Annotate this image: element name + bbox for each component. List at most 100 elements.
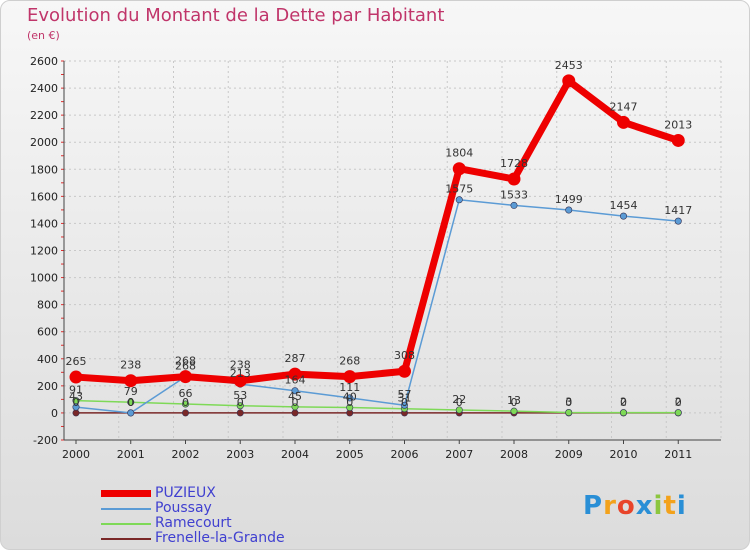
data-label: 91 [69, 384, 83, 397]
data-label: 0 [456, 396, 463, 409]
data-point [236, 402, 244, 410]
data-label: 0 [127, 396, 134, 409]
data-label: 268 [339, 355, 360, 368]
x-tick-label: 2007 [445, 448, 473, 461]
legend-swatch [101, 490, 151, 497]
x-tick-label: 2005 [336, 448, 364, 461]
y-tick-label: 2000 [30, 136, 58, 149]
chart-subtitle: (en €) [27, 29, 60, 42]
data-point [233, 374, 247, 388]
data-label: 0 [292, 396, 299, 409]
x-tick-label: 2009 [555, 448, 583, 461]
data-point [507, 172, 521, 186]
data-label: 308 [394, 349, 415, 362]
data-label: 13 [507, 394, 521, 407]
proxiti-logo: Proxiti [583, 491, 687, 521]
data-point [291, 409, 299, 417]
data-point [562, 74, 576, 88]
data-label: 0 [620, 396, 627, 409]
data-point [455, 406, 463, 414]
data-label: 111 [339, 381, 360, 394]
data-label: 0 [401, 396, 408, 409]
data-label: 268 [175, 355, 196, 368]
data-point [400, 401, 408, 409]
data-label: 238 [120, 359, 141, 372]
data-point [127, 398, 135, 406]
x-tick-label: 2002 [172, 448, 200, 461]
x-tick-label: 2003 [226, 448, 254, 461]
data-label: 0 [675, 396, 682, 409]
legend-label: Ramecourt [155, 515, 232, 531]
x-tick-label: 2011 [664, 448, 692, 461]
data-label: 40 [343, 391, 357, 404]
data-label: 0 [511, 396, 518, 409]
data-point [288, 367, 302, 381]
data-label: 79 [124, 385, 138, 398]
data-label: 0 [565, 396, 572, 409]
data-label: 0 [346, 396, 353, 409]
logo-letter: r [603, 491, 617, 521]
x-tick-label: 2010 [610, 448, 638, 461]
data-label: 45 [288, 390, 302, 403]
y-tick-label: 600 [37, 326, 58, 339]
data-point [182, 400, 190, 408]
data-point [565, 409, 573, 417]
y-tick-label: 1400 [30, 217, 58, 230]
data-label: 57 [398, 388, 412, 401]
legend-swatch [101, 508, 151, 510]
data-label: 1417 [664, 204, 692, 217]
logo-letter: t [663, 491, 677, 521]
data-point [124, 374, 138, 388]
data-point [127, 409, 135, 417]
data-label: 1575 [445, 183, 473, 196]
chart-title: Evolution du Montant de la Dette par Hab… [27, 5, 445, 26]
logo-letter: P [583, 491, 604, 521]
data-point [510, 407, 518, 415]
data-label: 0 [182, 396, 189, 409]
data-point [674, 217, 682, 225]
y-tick-label: 1800 [30, 163, 58, 176]
data-label: 2 [675, 396, 682, 409]
data-point [617, 115, 630, 129]
data-label: 1454 [610, 199, 638, 212]
series-line-puzieux [72, 77, 682, 385]
data-point [398, 364, 411, 378]
y-tick-label: 200 [37, 380, 58, 393]
y-tick-label: 2200 [30, 109, 58, 122]
legend-swatch [101, 523, 151, 525]
data-point [452, 162, 466, 176]
data-point [291, 403, 299, 411]
legend-label: PUZIEUX [155, 485, 216, 501]
logo-letter: o [616, 491, 636, 521]
data-label: 1804 [445, 147, 473, 160]
data-point [619, 409, 627, 417]
y-tick-label: 1200 [30, 245, 58, 258]
data-label: 22 [452, 393, 466, 406]
data-point [674, 409, 682, 417]
x-tick-label: 2004 [281, 448, 309, 461]
data-point [455, 196, 463, 204]
data-label: 66 [179, 387, 193, 400]
data-label: 3 [565, 396, 572, 409]
data-label: 0 [127, 396, 134, 409]
data-point [671, 133, 685, 147]
y-tick-label: 2400 [30, 82, 58, 95]
data-point [182, 409, 190, 417]
data-point [565, 206, 573, 214]
y-tick-label: -200 [33, 434, 58, 447]
data-label: 2 [620, 396, 627, 409]
series-line-ramecourt [75, 399, 679, 414]
data-point [346, 404, 354, 412]
data-point [69, 370, 83, 384]
data-label: 1533 [500, 188, 528, 201]
data-point [343, 370, 357, 384]
data-label: 53 [233, 389, 247, 402]
series-line-poussay [75, 198, 679, 414]
legend-swatch [101, 538, 151, 540]
x-tick-label: 2001 [117, 448, 145, 461]
data-label: 0 [73, 396, 80, 409]
x-tick-label: 2000 [62, 448, 90, 461]
data-label: 164 [285, 374, 306, 387]
